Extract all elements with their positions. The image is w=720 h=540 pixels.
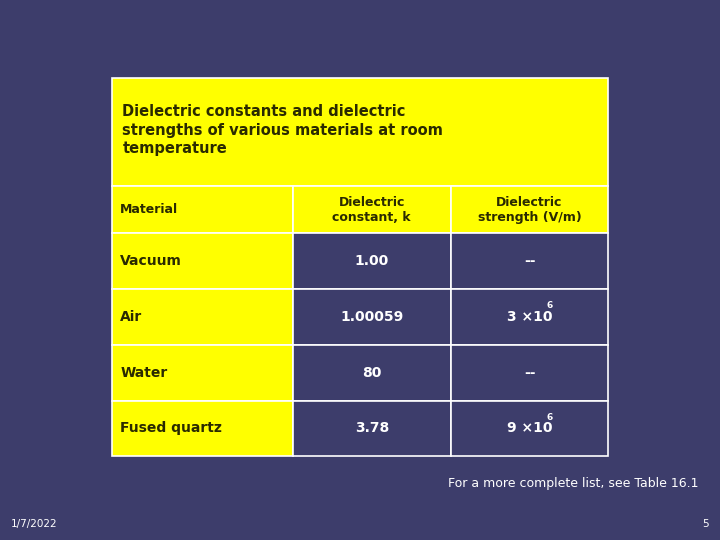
- Bar: [293, 186, 451, 233]
- Text: 6: 6: [546, 413, 553, 422]
- Bar: [112, 289, 293, 345]
- Bar: [112, 345, 293, 401]
- Bar: [112, 78, 608, 186]
- Bar: [293, 233, 451, 289]
- Bar: [451, 401, 608, 456]
- Bar: [451, 233, 608, 289]
- Text: Material: Material: [120, 203, 179, 216]
- Bar: [293, 401, 451, 456]
- Bar: [451, 345, 608, 401]
- Text: Dielectric
strength (V/m): Dielectric strength (V/m): [477, 195, 582, 224]
- Bar: [112, 233, 293, 289]
- Text: 5: 5: [703, 519, 709, 529]
- Text: For a more complete list, see Table 16.1: For a more complete list, see Table 16.1: [448, 477, 698, 490]
- Text: Water: Water: [120, 366, 168, 380]
- Text: --: --: [523, 366, 535, 380]
- Text: Dielectric
constant, k: Dielectric constant, k: [333, 195, 411, 224]
- Text: 9 ×10: 9 ×10: [507, 421, 552, 435]
- Bar: [451, 186, 608, 233]
- Text: 80: 80: [362, 366, 382, 380]
- Text: --: --: [523, 254, 535, 268]
- Text: Air: Air: [120, 310, 143, 324]
- Text: 6: 6: [546, 301, 553, 310]
- Text: Vacuum: Vacuum: [120, 254, 182, 268]
- Text: 3.78: 3.78: [355, 421, 389, 435]
- Bar: [293, 345, 451, 401]
- Text: 1/7/2022: 1/7/2022: [11, 519, 58, 529]
- Bar: [293, 289, 451, 345]
- Bar: [451, 289, 608, 345]
- Bar: [112, 186, 293, 233]
- Text: Dielectric constants and dielectric
strengths of various materials at room
tempe: Dielectric constants and dielectric stre…: [122, 104, 444, 156]
- Text: Fused quartz: Fused quartz: [120, 421, 222, 435]
- Text: 3 ×10: 3 ×10: [507, 310, 552, 324]
- Text: 1.00: 1.00: [355, 254, 389, 268]
- Text: 1.00059: 1.00059: [340, 310, 403, 324]
- Bar: [112, 401, 293, 456]
